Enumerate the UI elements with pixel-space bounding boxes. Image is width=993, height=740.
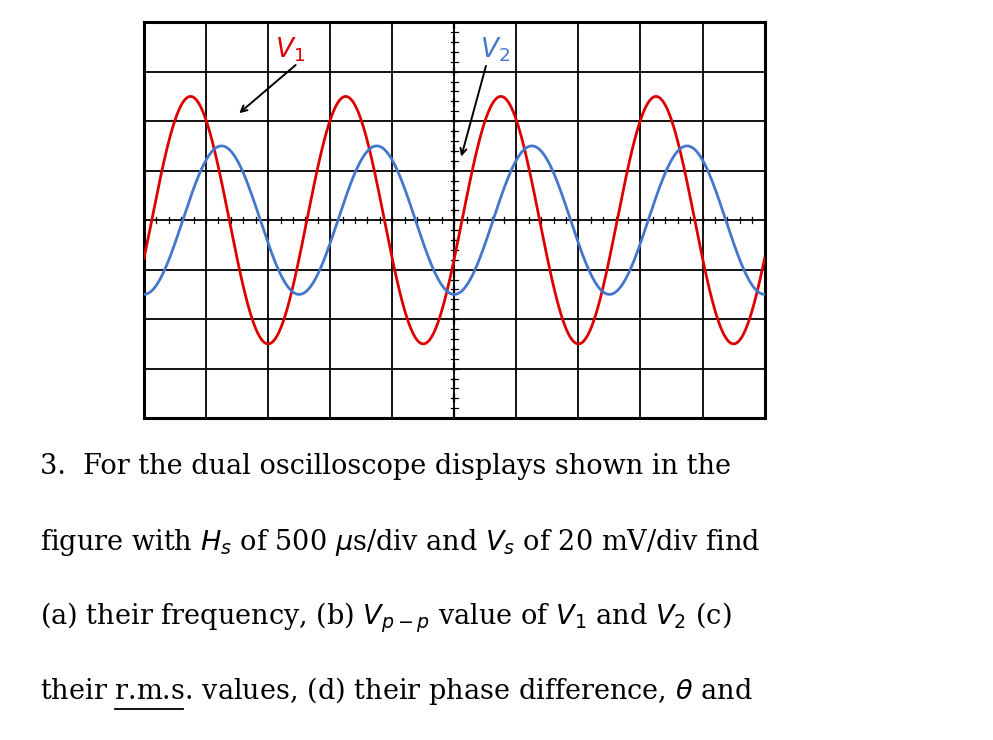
Text: (a) their frequency, (b) $V_{p-p}$ value of $V_1$ and $V_2$ (c): (a) their frequency, (b) $V_{p-p}$ value…	[40, 601, 731, 635]
Text: $V_2$: $V_2$	[480, 36, 509, 64]
Text: $V_1$: $V_1$	[275, 36, 305, 64]
Text: 3.  For the dual oscilloscope displays shown in the: 3. For the dual oscilloscope displays sh…	[40, 453, 731, 480]
Text: figure with $H_s$ of 500 $\mu$s/div and $V_s$ of 20 mV/div find: figure with $H_s$ of 500 $\mu$s/div and …	[40, 527, 760, 558]
Text: their r.m.s. values, (d) their phase difference, $\theta$ and: their r.m.s. values, (d) their phase dif…	[40, 675, 753, 707]
